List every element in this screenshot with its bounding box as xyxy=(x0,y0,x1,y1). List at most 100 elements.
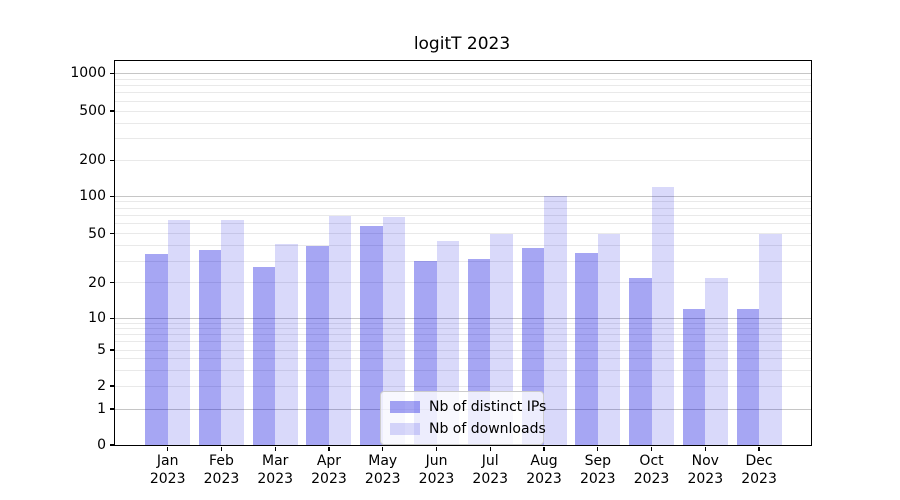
gridline-y-4 xyxy=(115,358,811,360)
bar-ips-dec xyxy=(736,308,760,445)
bar-downloads-nov xyxy=(705,277,728,445)
legend-label-downloads: Nb of downloads xyxy=(429,421,546,437)
y-tick-500 xyxy=(109,110,114,112)
gridline-y-80 xyxy=(115,207,811,209)
x-tick-feb xyxy=(220,446,223,451)
bar-downloads-sep xyxy=(597,233,621,445)
gridline-y-9 xyxy=(115,322,811,324)
gridline-y-500 xyxy=(115,110,811,112)
gridline-y-900 xyxy=(115,78,811,80)
gridline-y-30 xyxy=(115,260,811,262)
x-tick-label-may: May 2023 xyxy=(364,453,401,487)
x-tick-label-jan: Jan 2023 xyxy=(149,453,186,487)
gridline-y-200 xyxy=(115,159,811,161)
gridline-y-60 xyxy=(115,223,811,225)
gridline-y-700 xyxy=(115,92,811,94)
bar-ips-may xyxy=(360,225,383,445)
y-tick-2 xyxy=(109,385,114,387)
x-tick-apr xyxy=(328,446,330,451)
legend-label-distinct-ips: Nb of distinct IPs xyxy=(429,399,547,415)
x-tick-label-dec: Dec 2023 xyxy=(741,453,777,487)
y-tick-100 xyxy=(109,195,114,197)
y-tick-label-5: 5 xyxy=(97,342,106,358)
gridline-y-90 xyxy=(115,201,811,203)
bar-downloads-apr xyxy=(328,215,352,445)
x-tick-label-mar: Mar 2023 xyxy=(257,453,294,487)
x-tick-label-sep: Sep 2023 xyxy=(579,453,616,487)
gridline-y-400 xyxy=(115,122,811,124)
y-tick-label-200: 200 xyxy=(79,152,106,169)
grid-layer xyxy=(115,61,811,445)
bar-ips-mar xyxy=(252,266,276,445)
x-tick-dec xyxy=(758,446,760,451)
y-tick-label-50: 50 xyxy=(88,225,106,242)
bar-downloads-may xyxy=(382,217,406,445)
bar-downloads-jan xyxy=(167,220,191,445)
gridline-y-1000 xyxy=(115,72,811,74)
legend-swatch-distinct-ips xyxy=(390,401,420,413)
legend-item-distinct-ips: Nb of distinct IPs xyxy=(390,399,546,415)
y-tick-label-20: 20 xyxy=(88,274,106,291)
chart-title: logitT 2023 xyxy=(413,34,511,54)
y-tick-20 xyxy=(109,282,114,284)
gridline-y-50 xyxy=(115,233,811,235)
y-tick-200 xyxy=(109,159,114,161)
x-tick-label-aug: Aug 2023 xyxy=(526,453,562,487)
x-tick-jun xyxy=(435,446,438,451)
y-tick-label-100: 100 xyxy=(79,188,106,205)
x-tick-label-feb: Feb 2023 xyxy=(203,453,240,487)
bar-ips-nov xyxy=(682,308,706,445)
bar-downloads-dec xyxy=(759,233,782,445)
x-tick-aug xyxy=(543,446,545,451)
y-tick-label-2: 2 xyxy=(97,378,106,394)
y-tick-0 xyxy=(109,444,114,446)
legend-item-downloads: Nb of downloads xyxy=(390,421,546,437)
x-tick-label-nov: Nov 2023 xyxy=(687,453,724,487)
gridline-y-7 xyxy=(115,334,811,336)
legend: Nb of distinct IPs Nb of downloads xyxy=(380,391,546,445)
x-tick-jul xyxy=(489,446,491,451)
x-tick-label-apr: Apr 2023 xyxy=(311,453,347,487)
gridline-y-10 xyxy=(115,317,811,319)
bar-ips-feb xyxy=(198,249,222,445)
gridline-y-2 xyxy=(115,385,811,387)
x-tick-oct xyxy=(650,446,653,451)
y-tick-10 xyxy=(109,317,114,319)
bar-downloads-aug xyxy=(544,196,567,445)
y-tick-5 xyxy=(109,349,114,351)
bar-ips-jan xyxy=(145,254,168,445)
y-tick-label-1000: 1000 xyxy=(70,65,106,82)
y-tick-50 xyxy=(109,233,114,235)
x-tick-label-jul: Jul 2023 xyxy=(472,453,509,487)
legend-swatch-downloads xyxy=(390,423,420,435)
x-tick-sep xyxy=(597,446,599,451)
gridline-y-5 xyxy=(115,349,811,351)
gridline-y-100 xyxy=(115,195,811,197)
y-tick-label-500: 500 xyxy=(79,103,106,119)
y-tick-label-1: 1 xyxy=(97,401,106,417)
gridline-y-20 xyxy=(115,282,811,284)
bar-downloads-feb xyxy=(221,219,244,445)
x-tick-nov xyxy=(704,446,706,451)
gridline-y-8 xyxy=(115,328,811,329)
x-tick-label-oct: Oct 2023 xyxy=(633,453,670,487)
gridline-y-800 xyxy=(115,84,811,86)
bar-downloads-oct xyxy=(651,186,675,445)
gridline-y-6 xyxy=(115,341,811,343)
bar-ips-apr xyxy=(306,245,329,445)
x-tick-label-jun: Jun 2023 xyxy=(418,453,455,487)
gridline-y-600 xyxy=(115,100,811,102)
y-tick-1000 xyxy=(109,72,114,74)
axis-layer: 0 1 2 5 10 20 50 100 200 500 1000 Jan 2023 Feb 2023 M… xyxy=(70,61,811,486)
x-tick-may xyxy=(382,446,384,451)
plot-area: 0 1 2 5 10 20 50 100 200 500 1000 Jan 2023 Feb 2023 M… xyxy=(70,60,812,487)
y-tick-label-10: 10 xyxy=(88,310,106,327)
y-tick-1 xyxy=(109,408,114,410)
gridline-y-70 xyxy=(115,215,811,217)
gridline-y-300 xyxy=(115,137,811,139)
x-tick-mar xyxy=(274,446,276,451)
gridline-y-3 xyxy=(115,369,811,371)
gridline-y-40 xyxy=(115,245,811,247)
y-tick-label-0: 0 xyxy=(97,437,106,453)
